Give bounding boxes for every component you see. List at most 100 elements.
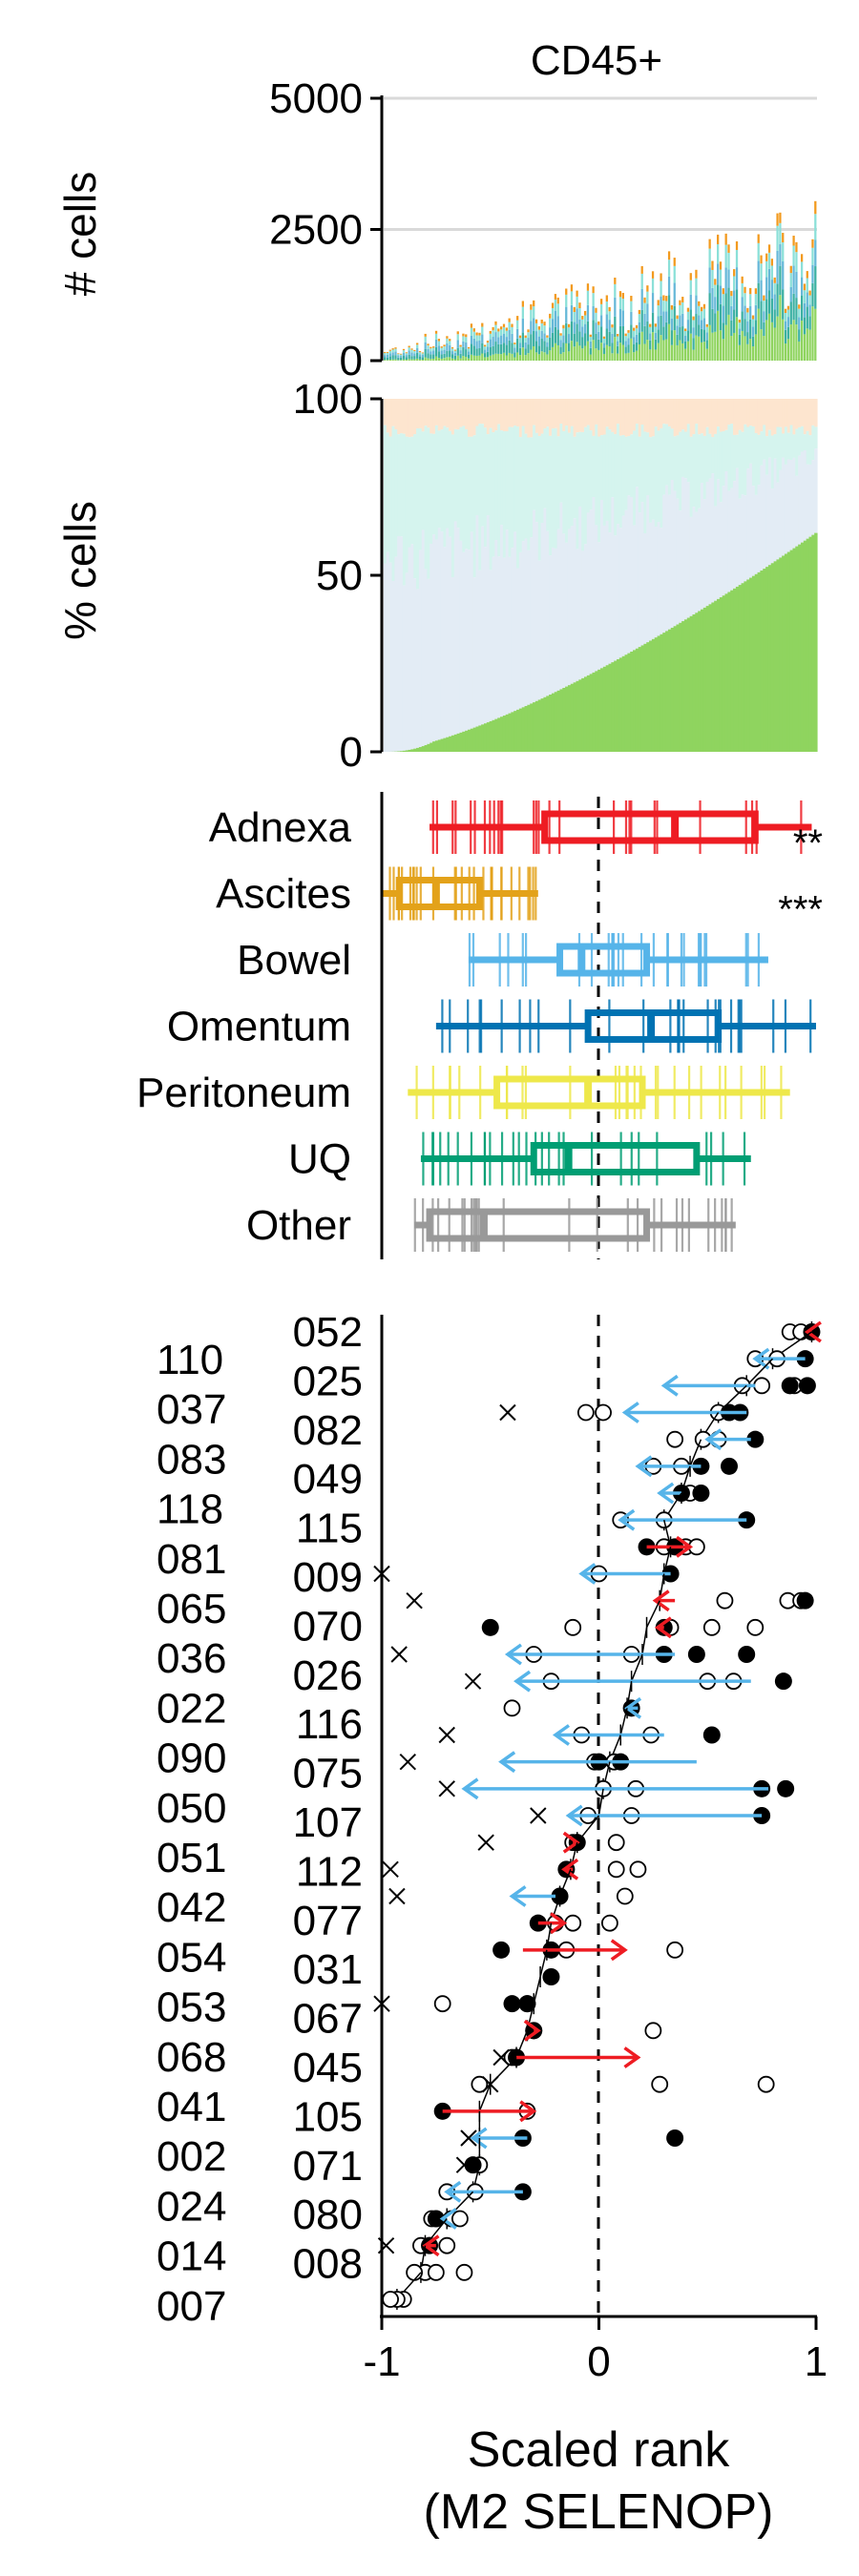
cross-point [530,1807,547,1824]
count-bar [686,341,690,361]
fraction-segment [665,631,669,752]
count-bar [524,355,527,361]
filled-point [542,1968,560,1985]
count-bar [434,330,438,334]
count-bar [698,336,701,361]
count-bar [589,334,592,338]
cross-point [388,1887,406,1905]
fraction-segment [576,399,579,433]
fraction-segment [738,429,743,499]
fraction-segment [792,399,796,435]
fraction-segment [533,425,536,510]
count-bar [430,346,432,349]
count-bar [597,331,600,340]
fraction-segment [789,399,794,426]
fraction-segment [602,399,607,435]
fraction-segment [633,399,637,431]
fraction-segment [763,399,766,426]
count-bar [676,344,679,361]
open-point [702,1618,721,1636]
count-bar [583,310,587,316]
count-bar [786,339,790,361]
open-point [427,2263,445,2281]
count-bar [611,353,614,361]
count-bar [578,331,581,346]
fraction-segment [453,521,458,735]
fraction-segment [662,633,666,752]
shift-arrowhead [652,1589,670,1612]
count-bar [649,349,652,361]
count-bar [578,319,581,332]
fraction-segment [481,424,485,527]
count-bar [679,300,681,305]
ranks-x-ticks: -1 0 1 [363,2316,828,2385]
count-bar [478,347,481,356]
count-bar [717,263,720,285]
fraction-segment [494,718,498,752]
shift-arrowhead [623,2046,641,2068]
fraction-segment [521,541,526,708]
fraction-segment [481,526,485,725]
count-bar [586,304,590,322]
count-bar [733,290,736,310]
row-label-right: 067 [293,1996,363,2043]
fraction-segment [472,399,477,436]
fraction-segment [735,399,740,435]
count-bar [543,352,546,361]
fraction-segment [635,399,639,425]
count-bar [763,322,765,337]
fraction-segment [627,399,631,437]
fraction-segment [427,399,430,428]
row-label-left: 054 [157,1934,226,1981]
count-bar [763,301,765,312]
shift-arrowhead [804,1320,822,1343]
fraction-segment [578,399,582,432]
fraction-segment [744,495,747,582]
count-bar [586,283,590,291]
count-bar [589,347,592,355]
fraction-segment [621,515,626,656]
fraction-segment [630,496,634,652]
fraction-segment [405,436,409,573]
fraction-segment [717,399,721,427]
fraction-segment [497,399,501,425]
fraction-segment [689,436,694,517]
filled-point [746,1430,765,1448]
fraction-segment [749,577,753,752]
box [556,943,651,977]
fraction-segment [440,429,445,532]
fraction-segment [717,479,721,599]
count-bar [394,348,397,352]
fraction-segment [700,399,704,434]
x-tick-label: -1 [363,2338,400,2385]
fraction-segment [735,586,740,752]
filled-point [781,1377,799,1395]
count-bar [749,339,752,361]
fraction-segment [505,714,510,752]
count-bar [683,330,687,337]
count-bar [643,297,646,303]
count-bar [446,338,449,343]
fraction-segment [567,432,572,530]
count-bar [589,337,592,342]
fraction-segment [397,399,401,435]
fraction-segment [727,592,731,752]
count-bar [654,339,658,350]
count-bar [551,319,555,333]
count-bar [472,345,475,356]
count-bar [633,343,636,353]
count-bar [746,332,749,344]
fraction-segment [400,433,404,537]
count-bar [537,354,541,361]
count-bar [530,309,533,322]
fraction-segment [421,746,426,752]
fraction-segment [530,399,534,438]
count-bar [695,269,698,279]
fraction-segment [630,434,634,497]
fraction-segment [786,432,791,460]
count-bar [638,309,640,315]
count-bar [614,297,617,317]
count-bar [543,341,546,353]
count-bar [537,329,541,337]
fraction-segment [646,495,650,643]
